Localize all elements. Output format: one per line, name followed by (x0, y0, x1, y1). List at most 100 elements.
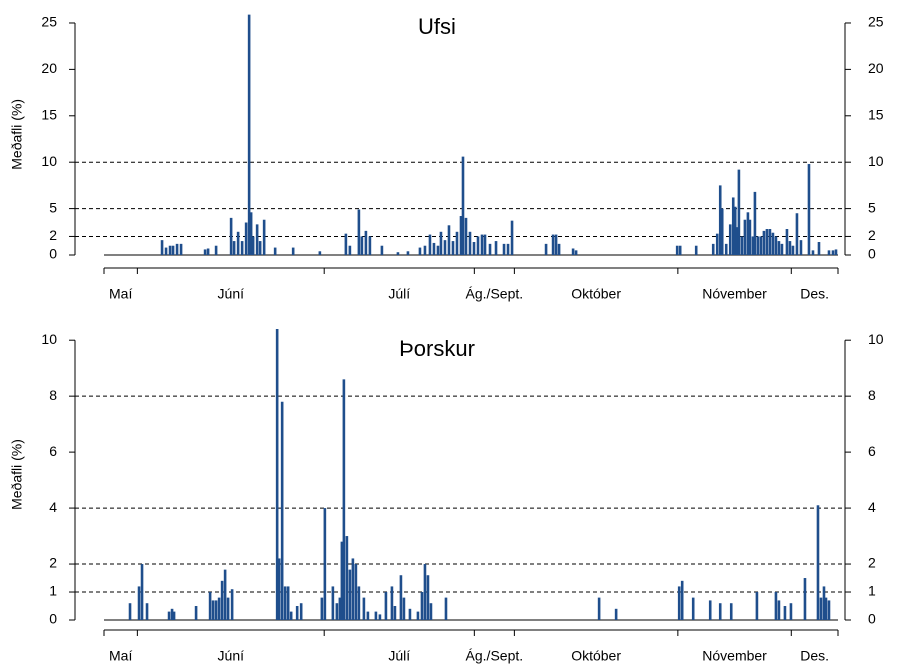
bar (168, 245, 172, 255)
bar (544, 243, 548, 255)
bar (791, 245, 795, 255)
bar (208, 592, 212, 620)
bar (320, 597, 324, 620)
bar (476, 236, 480, 255)
bar (342, 379, 346, 620)
bar (816, 505, 820, 620)
bar (384, 592, 388, 620)
bar (834, 249, 838, 255)
y-tick-label: 5 (49, 199, 57, 215)
y-tick-label: 2 (49, 555, 57, 571)
y-tick-label-right: 10 (868, 331, 884, 347)
bar (803, 578, 807, 620)
bar (571, 248, 575, 255)
bar (137, 586, 141, 620)
bar (768, 229, 772, 255)
bar (402, 597, 406, 620)
bar (291, 247, 295, 255)
bar (506, 243, 510, 255)
bar (675, 245, 679, 255)
bar (715, 233, 719, 255)
bar (691, 597, 695, 620)
bar (677, 586, 681, 620)
y-tick-label-right: 0 (868, 611, 876, 627)
bar (827, 250, 831, 255)
bar (755, 592, 759, 620)
y-tick-label-right: 2 (868, 227, 876, 243)
bar (789, 603, 793, 620)
y-tick-label-right: 4 (868, 499, 876, 515)
y-tick-label: 15 (41, 106, 57, 122)
bar (831, 250, 835, 255)
bar (345, 536, 349, 620)
bar (340, 541, 344, 620)
bar (426, 575, 430, 620)
bar (179, 243, 183, 255)
bar (357, 586, 361, 620)
bar (399, 575, 403, 620)
bar (167, 611, 171, 620)
y-tick-label: 8 (49, 387, 57, 403)
bar (236, 231, 240, 255)
y-tick-label: 6 (49, 443, 57, 459)
y-tick-label-right: 0 (868, 246, 876, 262)
bar (255, 224, 259, 255)
x-tick-label: Júní (218, 648, 245, 664)
x-tick-label: Júlí (388, 286, 410, 302)
bar (464, 217, 468, 255)
bar (214, 245, 218, 255)
bar (416, 611, 420, 620)
bar (140, 564, 144, 620)
bar (557, 243, 561, 255)
bar (735, 227, 739, 255)
y-tick-label-right: 6 (868, 443, 876, 459)
bar (211, 600, 215, 620)
bar (217, 597, 221, 620)
bar (614, 608, 618, 620)
x-tick-label: Október (571, 286, 621, 302)
y-tick-label: 0 (49, 246, 57, 262)
x-tick-label: Nóvember (702, 286, 767, 302)
bar (393, 606, 397, 620)
y-tick-label: 25 (41, 14, 57, 30)
bar (283, 586, 287, 620)
bar (277, 558, 281, 620)
bar (295, 606, 299, 620)
bar (378, 614, 382, 620)
bar (396, 252, 400, 255)
y-axis-label: Meðafli (%) (9, 99, 25, 170)
bar (780, 243, 784, 255)
bar (729, 603, 733, 620)
bar (455, 231, 459, 255)
bar (390, 586, 394, 620)
bar (468, 231, 472, 255)
y-tick-label: 1 (49, 583, 57, 599)
bar (459, 216, 463, 255)
x-tick-label: Des. (800, 286, 829, 302)
bar (822, 586, 826, 620)
bar (708, 600, 712, 620)
bar (436, 245, 440, 255)
bar (740, 236, 744, 255)
bar (756, 236, 760, 255)
bar (680, 580, 684, 620)
bar (280, 401, 284, 620)
bar (331, 586, 335, 620)
bar (731, 197, 735, 255)
bar (354, 564, 358, 620)
bar (203, 249, 207, 255)
y-tick-label-right: 1 (868, 583, 876, 599)
bar (443, 240, 447, 255)
bar (418, 247, 422, 255)
bar (554, 234, 558, 255)
bar (360, 236, 364, 255)
bar (447, 225, 451, 255)
bar (170, 608, 174, 620)
y-tick-label-right: 10 (868, 153, 884, 169)
bar (720, 208, 724, 255)
bar (226, 597, 230, 620)
bar (348, 569, 352, 620)
y-tick-label: 2 (49, 227, 57, 243)
bar (824, 597, 828, 620)
